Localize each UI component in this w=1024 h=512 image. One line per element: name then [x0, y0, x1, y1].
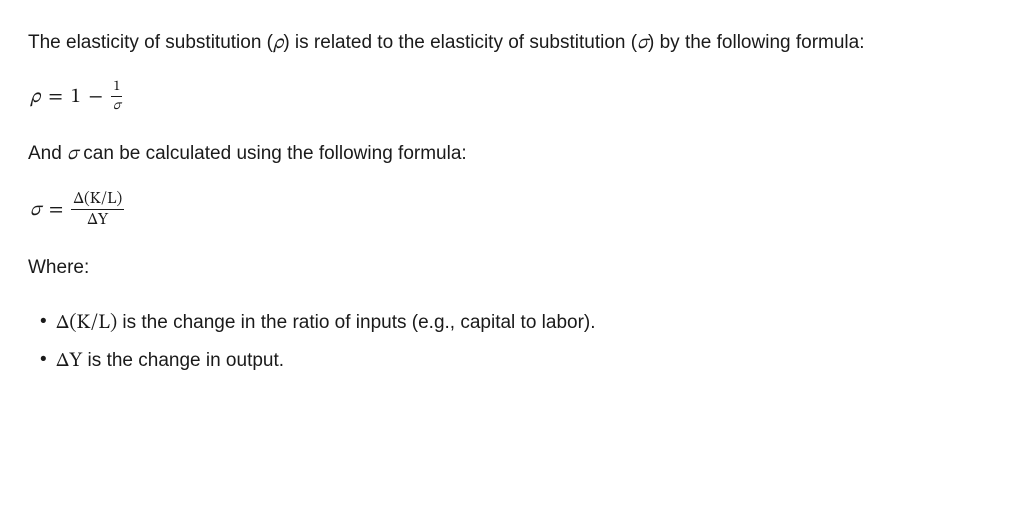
bridge-paragraph: And σ can be calculated using the follow…: [28, 135, 996, 173]
rho-symbol: ρ: [273, 33, 283, 53]
where-label: Where:: [28, 250, 996, 286]
intro-text-pre: The elasticity of substitution (: [28, 32, 273, 53]
sigma-symbol: σ: [637, 33, 648, 53]
eq1-one: 1: [71, 87, 81, 107]
bullet-sep: is: [82, 350, 106, 371]
definition-list: Δ(K/L) is the change in the ratio of inp…: [28, 304, 996, 380]
bullet-desc: the change in the ratio of inputs (e.g.,…: [141, 312, 595, 333]
equation-rho: ρ = 1 − 1 σ: [30, 80, 996, 113]
intro-paragraph: The elasticity of substitution (ρ) is re…: [28, 24, 996, 62]
bullet-symbol: ΔY: [56, 351, 82, 371]
list-item: ΔY is the change in output.: [44, 342, 996, 380]
eq1-equals: =: [48, 87, 62, 107]
eq1-lhs: ρ: [30, 87, 40, 107]
eq1-numerator: 1: [111, 80, 122, 97]
list-item: Δ(K/L) is the change in the ratio of inp…: [44, 304, 996, 342]
eq1-minus: −: [89, 87, 103, 107]
bullet-desc: the change in output.: [107, 350, 284, 371]
equation-sigma: σ = Δ(K/L) ΔY: [30, 191, 996, 228]
bridge-post: can be calculated using the following fo…: [78, 143, 467, 164]
intro-text-post: ) by the following formula:: [648, 32, 865, 53]
bullet-sep: is: [117, 312, 141, 333]
eq1-denominator: σ: [111, 97, 123, 113]
eq2-lhs: σ: [30, 200, 41, 220]
document-body: The elasticity of substitution (ρ) is re…: [0, 0, 1024, 512]
eq1-fraction: 1 σ: [111, 80, 123, 113]
bridge-pre: And: [28, 143, 67, 164]
bridge-sigma: σ: [67, 144, 78, 164]
eq2-equals: =: [49, 200, 63, 220]
eq2-fraction: Δ(K/L) ΔY: [71, 191, 124, 228]
eq2-denominator: ΔY: [85, 210, 110, 228]
intro-text-mid: ) is related to the elasticity of substi…: [283, 32, 637, 53]
eq2-numerator: Δ(K/L): [71, 191, 124, 210]
bullet-symbol: Δ(K/L): [56, 313, 117, 333]
